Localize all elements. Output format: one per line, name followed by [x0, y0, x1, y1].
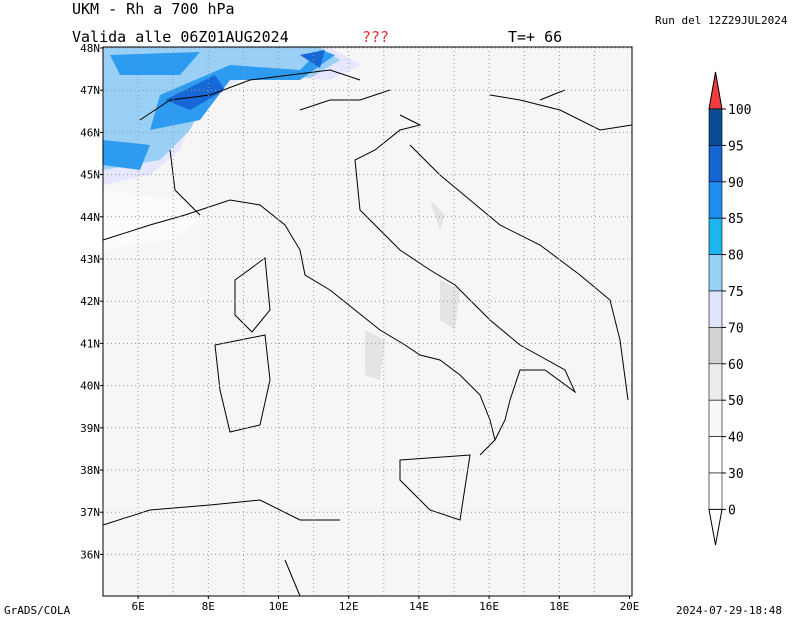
footer-left: GrADS/COLA	[4, 604, 71, 617]
colorbar-label: 85	[728, 212, 744, 227]
lat-label: 43N	[80, 253, 100, 266]
colorbar-segment	[708, 399, 723, 437]
lat-label: 47N	[80, 84, 100, 97]
colorbar-label: 0	[728, 503, 736, 518]
colorbar-segment	[708, 363, 723, 401]
lon-label: 12E	[339, 600, 359, 613]
flag: ???	[362, 28, 389, 46]
title: UKM - Rh a 700 hPa	[72, 0, 235, 18]
colorbar-segment	[708, 327, 723, 365]
colorbar-label: 75	[728, 285, 744, 300]
colorbar-arrow-bottom	[708, 508, 723, 546]
colorbar-label: 50	[728, 394, 744, 409]
lat-label: 46N	[80, 126, 100, 139]
colorbar-label: 90	[728, 176, 744, 191]
lon-label: 10E	[269, 600, 289, 613]
colorbar-label: 60	[728, 358, 744, 373]
lat-label: 42N	[80, 295, 100, 308]
lat-label: 38N	[80, 464, 100, 477]
colorbar-label: 40	[728, 431, 744, 446]
lon-label: 6E	[131, 600, 144, 613]
colorbar-segment	[708, 472, 723, 510]
lon-label: 18E	[549, 600, 569, 613]
colorbar-segment	[708, 436, 723, 474]
lat-label: 37N	[80, 506, 100, 519]
lat-label: 40N	[80, 380, 100, 393]
colorbar-segment	[708, 145, 723, 183]
lat-label: 41N	[80, 337, 100, 350]
colorbar-label: 70	[728, 321, 744, 336]
colorbar-segment	[708, 181, 723, 219]
colorbar-arrow-top	[708, 71, 723, 110]
lon-label: 16E	[479, 600, 499, 613]
lon-label: 8E	[202, 600, 215, 613]
lat-label: 44N	[80, 211, 100, 224]
lat-label: 39N	[80, 422, 100, 435]
colorbar-label: 30	[728, 467, 744, 482]
lon-label: 20E	[620, 600, 640, 613]
footer-right: 2024-07-29-18:48	[676, 604, 782, 617]
valid-time: Valida alle 06Z01AUG2024	[72, 28, 289, 46]
lat-label: 45N	[80, 169, 100, 182]
colorbar-segment	[708, 217, 723, 255]
colorbar-segment	[708, 108, 723, 146]
colorbar-label: 80	[728, 249, 744, 264]
map-area	[102, 47, 633, 597]
colorbar-label: 100	[728, 103, 751, 118]
map-frame	[102, 46, 633, 597]
lat-label: 36N	[80, 548, 100, 561]
colorbar-segment	[708, 290, 723, 328]
colorbar: 100 95 90 85 80 75 70 60 50 40 30 0	[708, 71, 751, 546]
lon-label: 14E	[409, 600, 429, 613]
step: T=+ 66	[508, 28, 562, 46]
colorbar-segment	[708, 254, 723, 292]
lat-label: 48N	[80, 42, 100, 55]
colorbar-label: 95	[728, 139, 744, 154]
grid: 48N 47N 46N 45N 44N 43N 42N 41N 40N 39N 38N 37N 36N 6…	[80, 42, 639, 613]
run-time: Run del 12Z29JUL2024	[655, 14, 788, 27]
